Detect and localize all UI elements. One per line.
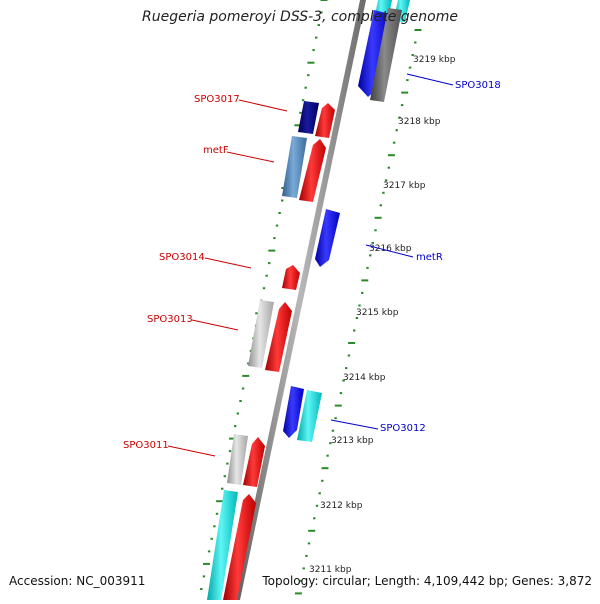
cds-arrow-metf [299, 139, 326, 202]
feature-label-spo3017: SPO3017 [194, 94, 240, 105]
leader-line-spo3014 [204, 257, 252, 269]
feature-label-metf: metF [203, 145, 229, 156]
leader-line-metf [226, 151, 275, 163]
cog-block-spo3017 [298, 101, 319, 134]
feature-label-metr: metR [416, 252, 443, 263]
cds-arrow-bottom [223, 494, 256, 600]
feature-label-spo3011: SPO3011 [123, 440, 169, 451]
feature-label-spo3014: SPO3014 [159, 252, 205, 263]
cog-block-spo3012 [297, 390, 322, 442]
scale-label: 3213 kbp [331, 436, 374, 446]
scale-label: 3214 kbp [343, 373, 386, 383]
feature-label-spo3013: SPO3013 [147, 314, 193, 325]
scale-label: 3219 kbp [413, 55, 456, 65]
leader-line-metr [365, 244, 414, 258]
leader-line-spo3017 [238, 99, 288, 112]
genome-backbone [234, 0, 366, 600]
map-title: Ruegeria pomeroyi DSS-3, complete genome [142, 9, 458, 25]
inner-tick-ring [294, 29, 422, 595]
cds-arrow-spo3014 [282, 265, 300, 290]
leader-line-spo3012 [330, 419, 379, 430]
outer-tick-ring [200, 0, 328, 590]
leader-line-spo3011 [167, 445, 216, 457]
cog-block-spo3011 [227, 434, 248, 485]
topology-label: Topology: circular; Length: 4,109,442 bp… [262, 574, 592, 588]
cds-arrow-spo3013 [265, 302, 292, 372]
feature-label-spo3018: SPO3018 [455, 80, 501, 91]
cds-arrow-spo3011 [243, 437, 265, 487]
cog-block-spo3013 [248, 300, 274, 368]
leader-line-spo3018 [406, 73, 454, 86]
leader-line-spo3013 [191, 319, 239, 331]
cds-arrow-metr [315, 209, 340, 267]
scale-label: 3216 kbp [369, 244, 412, 254]
cds-arrow-spo3012 [283, 386, 304, 438]
scale-label: 3218 kbp [398, 117, 441, 127]
scale-label: 3212 kbp [320, 501, 363, 511]
cds-arrow-spo3017 [315, 103, 335, 138]
cog-block-bottom [207, 490, 238, 600]
cog-block-spo3018 [370, 8, 402, 102]
feature-label-spo3012: SPO3012 [380, 423, 426, 434]
accession-label: Accession: NC_003911 [9, 574, 146, 588]
scale-label: 3217 kbp [383, 181, 426, 191]
scale-label: 3211 kbp [309, 565, 352, 575]
cds-arrow-spo3018 [358, 10, 390, 97]
feature-labels: SPO3018 SPO3017 metF metR SPO3014 SPO301… [123, 73, 501, 457]
scale-label: 3215 kbp [356, 308, 399, 318]
cog-block-metf [282, 136, 307, 198]
scale-labels: 3219 kbp 3218 kbp 3217 kbp 3216 kbp 3215… [309, 55, 456, 575]
